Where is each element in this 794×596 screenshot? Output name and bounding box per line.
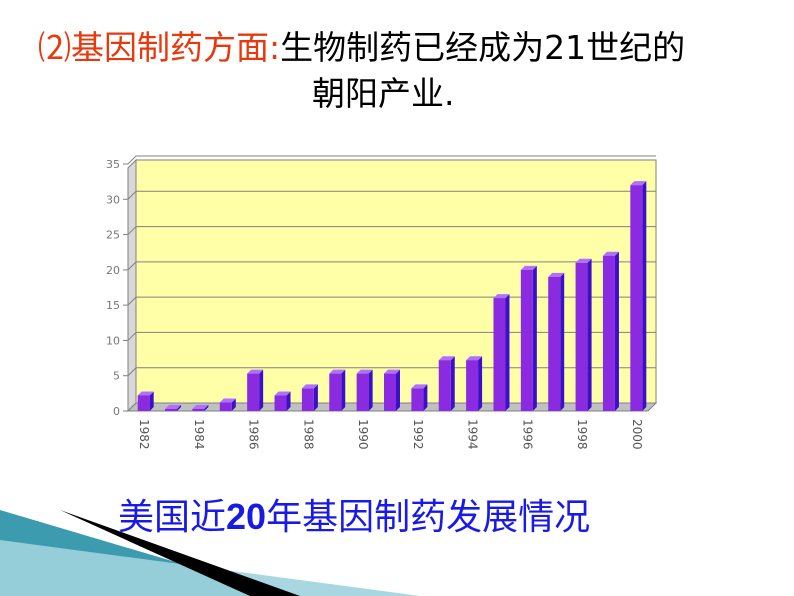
bar-side: [177, 404, 182, 411]
bar-top: [219, 398, 236, 403]
bar-side: [505, 294, 510, 411]
bar-top: [165, 404, 182, 409]
x-tick-label: 1984: [192, 419, 206, 450]
bar-chart: 0 5 10 15 20 25 30 35 1982 1984 1986 1988 1990 1992 19…: [84, 152, 684, 472]
gridline-diag: [127, 296, 137, 306]
bar: [411, 388, 424, 411]
bar: [356, 373, 369, 411]
bar-side: [368, 369, 373, 411]
bar-side: [587, 258, 592, 411]
caption-suffix: 年基因制药发展情况: [266, 497, 591, 538]
gridline-diag: [127, 261, 137, 271]
bar: [548, 276, 561, 411]
heading-line-2: 朝阳产业.: [312, 74, 455, 113]
bar-side: [614, 251, 619, 411]
bar-side: [642, 181, 647, 411]
bar: [329, 373, 342, 411]
bar: [493, 298, 506, 411]
bar-side: [478, 356, 483, 411]
bar-side: [286, 391, 291, 411]
heading-text: 生物制药已经成为21世纪的: [280, 28, 686, 67]
bar-side: [149, 391, 154, 411]
bar-side: [532, 265, 537, 411]
heading-line-1: ⑵基因制药方面:生物制药已经成为21世纪的: [38, 26, 685, 70]
y-tick-label: 15: [106, 299, 120, 312]
bar-side: [204, 404, 209, 411]
bar-side: [313, 384, 318, 411]
x-tick-label: 1994: [466, 419, 480, 450]
x-tick-label: 1992: [411, 419, 425, 450]
bar: [219, 402, 232, 411]
bar-top: [411, 384, 428, 389]
bar-top: [192, 404, 209, 409]
section-label: ⑵基因制药方面: [38, 28, 269, 67]
bar-side: [560, 272, 565, 411]
y-tick-label: 35: [106, 158, 120, 171]
y-tick-label: 30: [106, 193, 120, 206]
gridline-diag: [127, 226, 137, 235]
bar-top: [329, 369, 346, 374]
caption-number: 20: [226, 496, 267, 537]
bar-top: [274, 391, 291, 396]
x-tick-label: 2000: [630, 419, 644, 450]
bar-top: [630, 181, 647, 186]
y-tick-label: 10: [106, 334, 120, 347]
y-tick-label: 0: [113, 405, 120, 418]
gridline-diag: [127, 332, 137, 341]
bar: [602, 255, 615, 411]
bar: [274, 395, 287, 411]
bar: [192, 408, 205, 411]
chart-svg: 0 5 10 15 20 25 30 35 1982 1984 1986 1988 1990 1992 19…: [106, 155, 658, 450]
chart-caption: 美国近20年基因制药发展情况: [118, 494, 590, 541]
bar-top: [384, 369, 400, 374]
y-tick-label: 25: [106, 229, 120, 242]
bar-top: [548, 272, 565, 277]
bar: [165, 408, 178, 411]
bar: [575, 262, 588, 411]
bar-side: [231, 398, 236, 411]
bar: [630, 185, 643, 411]
bar-side: [423, 384, 428, 411]
x-tick-label: 1988: [301, 419, 315, 450]
bar-top: [247, 369, 264, 374]
caption-prefix: 美国近: [118, 497, 227, 538]
bar-top: [356, 369, 373, 374]
bar-top: [520, 265, 537, 270]
bar-side: [396, 369, 400, 411]
bar: [466, 360, 479, 411]
bar: [247, 373, 260, 411]
bar-side: [259, 369, 264, 411]
bar-top: [602, 251, 619, 256]
plot-area: [135, 159, 657, 404]
decor-black-wedge: [60, 510, 300, 596]
x-tick-label: 1982: [137, 419, 151, 450]
y-tick-label: 20: [106, 264, 120, 277]
x-tick-label: 1998: [575, 419, 589, 450]
bar: [384, 373, 396, 411]
gridline-diag: [127, 190, 137, 200]
bar: [137, 395, 150, 411]
bar: [438, 360, 451, 411]
x-tick-label: 1990: [356, 419, 370, 450]
y-tick-label: 5: [113, 370, 120, 383]
bar-side: [450, 356, 455, 411]
bar-side: [341, 369, 346, 411]
x-tick-label: 1986: [247, 419, 261, 450]
bar-top: [493, 294, 510, 299]
bar-top: [438, 356, 455, 361]
gridline-diag: [127, 367, 137, 377]
x-tick-label: 1996: [520, 419, 534, 450]
bar-top: [137, 391, 154, 396]
bar-top: [301, 384, 318, 389]
bar: [301, 388, 314, 411]
gridline-diag: [127, 155, 137, 165]
bar: [520, 269, 533, 411]
bar-top: [575, 258, 592, 263]
section-colon: :: [269, 28, 281, 67]
bar-top: [466, 356, 483, 361]
